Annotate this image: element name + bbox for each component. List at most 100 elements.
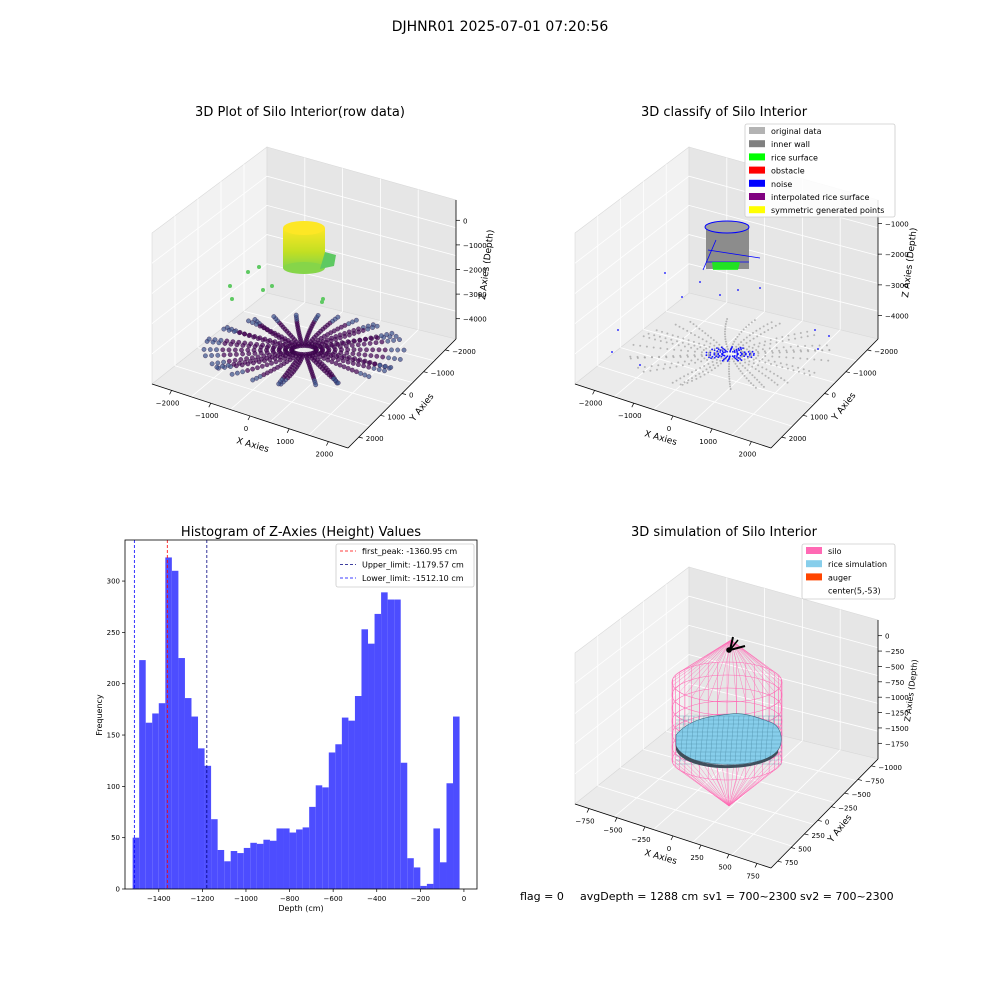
histogram-bar [250, 842, 257, 889]
data-point [376, 347, 382, 353]
data-point [690, 332, 692, 334]
data-point [691, 371, 693, 374]
data-point [691, 379, 693, 382]
legend-label: obstacle [771, 167, 805, 176]
data-point [728, 363, 731, 365]
data-point [388, 365, 394, 370]
data-point [257, 265, 261, 269]
data-point [255, 354, 261, 360]
classify-plot-ticks: −2000 −1000 0 1000 2000 −2000 −1000 0 1000 2000 −1… [579, 220, 909, 458]
data-point [717, 364, 720, 367]
data-point [389, 347, 394, 353]
y-tick-label: 150 [107, 732, 120, 740]
data-point [709, 351, 712, 354]
data-point [317, 354, 323, 360]
classify-plot-zlabel: Z Axies (Depth) [901, 227, 920, 298]
data-point [267, 338, 273, 343]
data-point [314, 347, 319, 353]
data-point [361, 359, 367, 365]
data-point [778, 349, 781, 352]
data-point [367, 341, 373, 346]
data-point [711, 355, 714, 358]
data-point [751, 350, 754, 353]
data-point [773, 381, 776, 384]
data-point [737, 347, 740, 350]
data-point [337, 335, 343, 341]
y-tick-label: 0 [832, 392, 836, 400]
data-point [650, 365, 653, 368]
data-point [335, 357, 341, 362]
data-point [341, 364, 347, 370]
data-point [242, 340, 248, 346]
data-point [751, 346, 754, 349]
data-point [751, 365, 754, 368]
data-point [724, 357, 726, 360]
data-point [657, 364, 660, 367]
data-point [746, 369, 749, 372]
histogram-bar [368, 643, 375, 889]
data-point [214, 347, 219, 353]
histogram-bar [269, 840, 277, 889]
data-point [758, 370, 760, 373]
x-tick-label: −800 [280, 895, 299, 903]
x-tick-label: 0 [244, 425, 248, 433]
histogram-bar [374, 613, 382, 889]
data-point [718, 343, 721, 346]
z-tick-label: −1500 [885, 725, 909, 733]
data-point [671, 342, 674, 345]
data-point [650, 356, 653, 359]
histogram-bar [145, 722, 153, 889]
data-point [811, 344, 814, 347]
data-point [753, 319, 756, 322]
data-point [260, 342, 265, 348]
data-point [764, 355, 767, 357]
legend-swatch [749, 179, 765, 187]
data-point [695, 325, 698, 328]
data-point [645, 345, 648, 348]
z-tick-label: −4000 [885, 313, 909, 321]
data-point [785, 356, 788, 359]
data-point [797, 366, 800, 369]
data-point [709, 342, 712, 345]
data-point [652, 346, 655, 349]
noise-point [617, 329, 619, 331]
x-tick-label: −1000 [234, 895, 258, 903]
data-point [711, 348, 713, 351]
histogram-bar [407, 858, 414, 889]
data-point [731, 355, 734, 358]
data-point [252, 334, 258, 339]
data-point [397, 357, 403, 362]
legend-label: noise [771, 180, 792, 189]
data-point [239, 347, 244, 353]
histogram-bar [328, 752, 336, 889]
histogram-bar [335, 744, 342, 889]
simulation-plot-xlabel: X Axies [643, 848, 678, 867]
data-point [672, 355, 675, 357]
x-tick-label: 750 [746, 872, 759, 880]
data-point [711, 360, 714, 363]
histogram-bar [296, 829, 303, 889]
data-point [333, 361, 339, 366]
data-point [231, 361, 237, 367]
data-point [705, 368, 708, 371]
data-point [382, 368, 387, 374]
data-point [748, 345, 751, 348]
legend-swatch [806, 560, 822, 568]
data-point [736, 350, 738, 353]
data-point [818, 344, 821, 347]
data-point [679, 377, 682, 380]
data-point [747, 323, 750, 326]
data-point [677, 335, 679, 338]
legend-label: rice surface [771, 153, 818, 162]
data-point [787, 334, 790, 337]
data-point [724, 333, 726, 336]
data-point [377, 362, 383, 368]
data-point [228, 284, 232, 288]
legend-label: auger [828, 573, 852, 582]
data-point [713, 347, 716, 350]
histogram-title: Histogram of Z-Axies (Height) Values [181, 525, 421, 540]
histogram-bar [237, 853, 244, 889]
data-point [386, 355, 391, 361]
data-point [320, 300, 324, 304]
y-tick-label: −750 [865, 777, 884, 785]
